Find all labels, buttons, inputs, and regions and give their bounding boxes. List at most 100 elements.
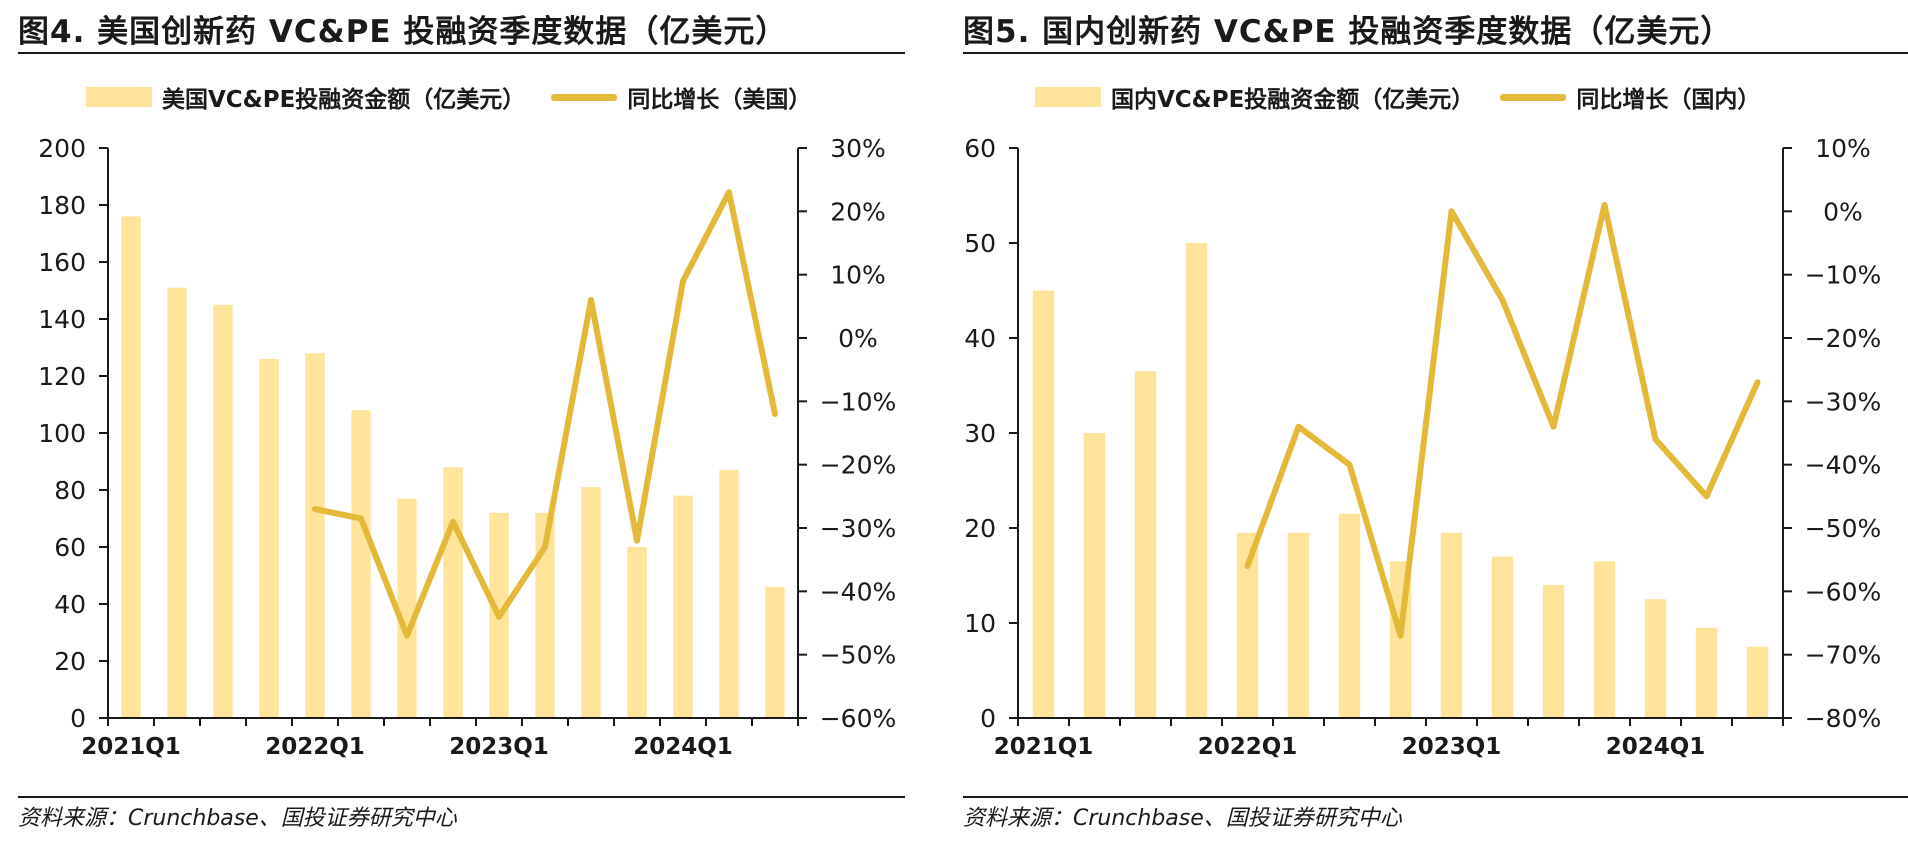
legend-item-line: 同比增长（美国）: [551, 80, 811, 114]
left-y-tick-label: 200: [38, 134, 86, 163]
left-y-tick-label: 20: [964, 514, 996, 543]
bar: [1746, 646, 1769, 718]
bar: [1185, 243, 1208, 718]
growth-line: [1244, 202, 1761, 639]
right-y-tick-label: −20%: [820, 451, 897, 480]
right-y-tick-label: −20%: [1805, 324, 1882, 353]
legend-line-swatch: [1500, 93, 1567, 101]
right-y-tick-label: 30%: [830, 134, 886, 163]
left-y-tick-label: 40: [964, 324, 996, 353]
legend-item-bar: 国内VC&PE投融资金额（亿美元）: [1035, 80, 1474, 114]
chart-panel-us: 图4. 美国创新药 VC&PE 投融资季度数据（亿美元） 美国VC&PE投融资金…: [0, 0, 905, 841]
left-y-tick-label: 30: [964, 419, 996, 448]
right-y-tick-label: −60%: [1805, 577, 1882, 606]
title-rule: [18, 52, 905, 54]
right-y-tick-label: −50%: [820, 641, 897, 670]
left-y-tick-label: 20: [54, 647, 86, 676]
bar: [1287, 532, 1310, 718]
title-rule: [963, 52, 1908, 54]
x-tick-label: 2022Q1: [1198, 734, 1298, 760]
legend-line-label: 同比增长（美国）: [627, 87, 812, 113]
left-y-tick-label: 40: [54, 590, 86, 619]
bar: [167, 287, 187, 718]
left-y-tick-label: 0: [70, 704, 86, 733]
x-tick-label: 2024Q1: [633, 734, 733, 760]
left-y-tick-label: 0: [980, 704, 996, 733]
right-y-tick-label: 0%: [838, 324, 878, 353]
right-y-tick-label: −10%: [820, 387, 897, 416]
right-y-tick-label: −30%: [1805, 387, 1882, 416]
bar: [581, 487, 601, 718]
x-tick-label: 2023Q1: [1402, 734, 1502, 760]
chart-legend: 美国VC&PE投融资金额（亿美元） 同比增长（美国）: [86, 80, 811, 114]
bar: [1338, 513, 1361, 718]
bar: [1644, 599, 1667, 718]
bar: [673, 495, 693, 718]
left-y-tick-label: 60: [54, 533, 86, 562]
right-y-tick-label: −70%: [1805, 641, 1882, 670]
bar: [1593, 561, 1616, 718]
chart-legend: 国内VC&PE投融资金额（亿美元） 同比增长（国内）: [1035, 80, 1760, 114]
legend-item-line: 同比增长（国内）: [1500, 80, 1760, 114]
bar: [1491, 556, 1514, 718]
legend-bar-label: 美国VC&PE投融资金额（亿美元）: [162, 87, 526, 113]
chart-title: 图4. 美国创新药 VC&PE 投融资季度数据（亿美元）: [18, 14, 788, 50]
left-y-tick-label: 50: [964, 229, 996, 258]
source-rule: [963, 796, 1908, 798]
source-note: 资料来源：Crunchbase、国投证券研究中心: [18, 806, 457, 831]
legend-line-label: 同比增长（国内）: [1576, 87, 1761, 113]
bar: [1695, 627, 1718, 718]
source-note: 资料来源：Crunchbase、国投证券研究中心: [963, 806, 1402, 831]
left-y-tick-label: 100: [38, 419, 86, 448]
legend-bar-swatch: [86, 87, 152, 107]
right-y-tick-label: −10%: [1805, 261, 1882, 290]
bar: [535, 512, 555, 718]
x-tick-label: 2022Q1: [265, 734, 365, 760]
bar: [351, 410, 371, 718]
right-y-tick-label: 10%: [830, 261, 886, 290]
x-tick-label: 2023Q1: [449, 734, 549, 760]
bar: [397, 498, 417, 718]
legend-bar-swatch: [1035, 87, 1101, 107]
bar: [765, 586, 785, 718]
right-y-tick-label: −40%: [820, 577, 897, 606]
right-y-tick-label: −80%: [1805, 704, 1882, 733]
left-y-tick-label: 10: [964, 609, 996, 638]
x-tick-label: 2024Q1: [1606, 734, 1706, 760]
right-y-tick-label: −30%: [820, 514, 897, 543]
left-y-tick-label: 140: [38, 305, 86, 334]
chart-panel-china: 图5. 国内创新药 VC&PE 投融资季度数据（亿美元） 国内VC&PE投融资金…: [945, 0, 1908, 841]
bar: [719, 470, 739, 718]
bar: [443, 467, 463, 718]
bar: [1440, 532, 1463, 718]
bar: [1134, 371, 1157, 718]
left-y-tick-label: 180: [38, 191, 86, 220]
source-rule: [18, 796, 905, 798]
right-y-tick-label: −40%: [1805, 451, 1882, 480]
left-y-tick-label: 120: [38, 362, 86, 391]
chart-plot-us: 0 20 40 60 80 100 120 140 160 180 200 −60% −50% −40% −…: [38, 134, 897, 760]
bar: [1083, 433, 1106, 718]
chart-plot-china: 0 10 20 30 40 50 60 −80% −70% −60% −50% −40% −30% −20…: [964, 134, 1882, 760]
right-y-tick-label: 20%: [830, 197, 886, 226]
left-y-tick-label: 80: [54, 476, 86, 505]
legend-item-bar: 美国VC&PE投融资金额（亿美元）: [86, 80, 525, 114]
legend-bar-label: 国内VC&PE投融资金额（亿美元）: [1111, 87, 1475, 113]
right-y-tick-label: 10%: [1815, 134, 1871, 163]
right-y-tick-label: −50%: [1805, 514, 1882, 543]
left-y-tick-label: 160: [38, 248, 86, 277]
bar: [305, 353, 325, 718]
bar: [627, 547, 647, 718]
x-tick-label: 2021Q1: [994, 734, 1094, 760]
growth-line: [312, 189, 778, 639]
bar: [1542, 585, 1565, 718]
bar: [1032, 290, 1055, 718]
bar: [259, 358, 279, 718]
left-y-tick-label: 60: [964, 134, 996, 163]
right-y-tick-label: 0%: [1823, 197, 1863, 226]
legend-line-swatch: [551, 93, 618, 101]
bar: [213, 304, 233, 718]
right-y-tick-label: −60%: [820, 704, 897, 733]
bar: [1236, 532, 1259, 718]
bar: [121, 216, 141, 718]
